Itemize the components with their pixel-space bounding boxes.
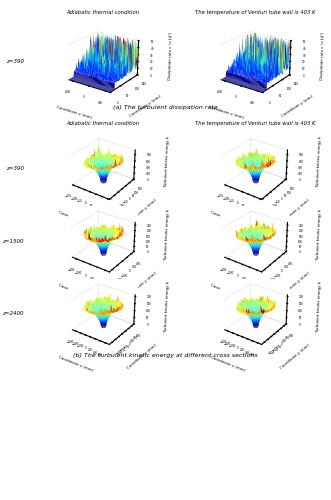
X-axis label: Coordinate x (mm): Coordinate x (mm) bbox=[210, 283, 246, 300]
Y-axis label: Coordinate y (mm): Coordinate y (mm) bbox=[127, 271, 158, 297]
Text: Adiabatic thermal condition: Adiabatic thermal condition bbox=[66, 121, 139, 126]
Y-axis label: Coordinate y (mm): Coordinate y (mm) bbox=[127, 198, 158, 225]
Y-axis label: Coordinate y (mm): Coordinate y (mm) bbox=[281, 94, 314, 118]
Text: z=1500: z=1500 bbox=[2, 238, 24, 244]
Text: Adiabatic thermal condition: Adiabatic thermal condition bbox=[66, 10, 139, 15]
X-axis label: Coordinate x (mm): Coordinate x (mm) bbox=[56, 105, 92, 120]
Y-axis label: Coordinate y (mm): Coordinate y (mm) bbox=[279, 271, 310, 297]
Y-axis label: Coordinate y (mm): Coordinate y (mm) bbox=[127, 344, 158, 370]
Y-axis label: Coordinate y (mm): Coordinate y (mm) bbox=[279, 198, 310, 225]
Text: z=2400: z=2400 bbox=[2, 311, 24, 316]
Text: (a) The turbulent dissipation rate: (a) The turbulent dissipation rate bbox=[113, 105, 218, 110]
X-axis label: Coordinate x (mm): Coordinate x (mm) bbox=[58, 283, 94, 300]
X-axis label: Coordinate x (mm): Coordinate x (mm) bbox=[210, 210, 246, 228]
Text: (b) The turbulent kinetic energy at different cross sections: (b) The turbulent kinetic energy at diff… bbox=[73, 354, 258, 358]
X-axis label: Coordinate x (mm): Coordinate x (mm) bbox=[58, 210, 94, 228]
X-axis label: Coordinate x (mm): Coordinate x (mm) bbox=[208, 105, 245, 120]
X-axis label: Coordinate x (mm): Coordinate x (mm) bbox=[210, 356, 246, 372]
Y-axis label: Coordinate y (mm): Coordinate y (mm) bbox=[279, 344, 310, 370]
X-axis label: Coordinate x (mm): Coordinate x (mm) bbox=[58, 356, 94, 372]
Text: The temperature of Venturi tube wall is 403 K: The temperature of Venturi tube wall is … bbox=[195, 10, 315, 15]
Text: The temperature of Venturi tube wall is 403 K: The temperature of Venturi tube wall is … bbox=[195, 121, 315, 126]
Text: z=390: z=390 bbox=[6, 166, 24, 171]
Y-axis label: Coordinate y (mm): Coordinate y (mm) bbox=[128, 94, 162, 118]
Text: z=390: z=390 bbox=[6, 58, 24, 64]
